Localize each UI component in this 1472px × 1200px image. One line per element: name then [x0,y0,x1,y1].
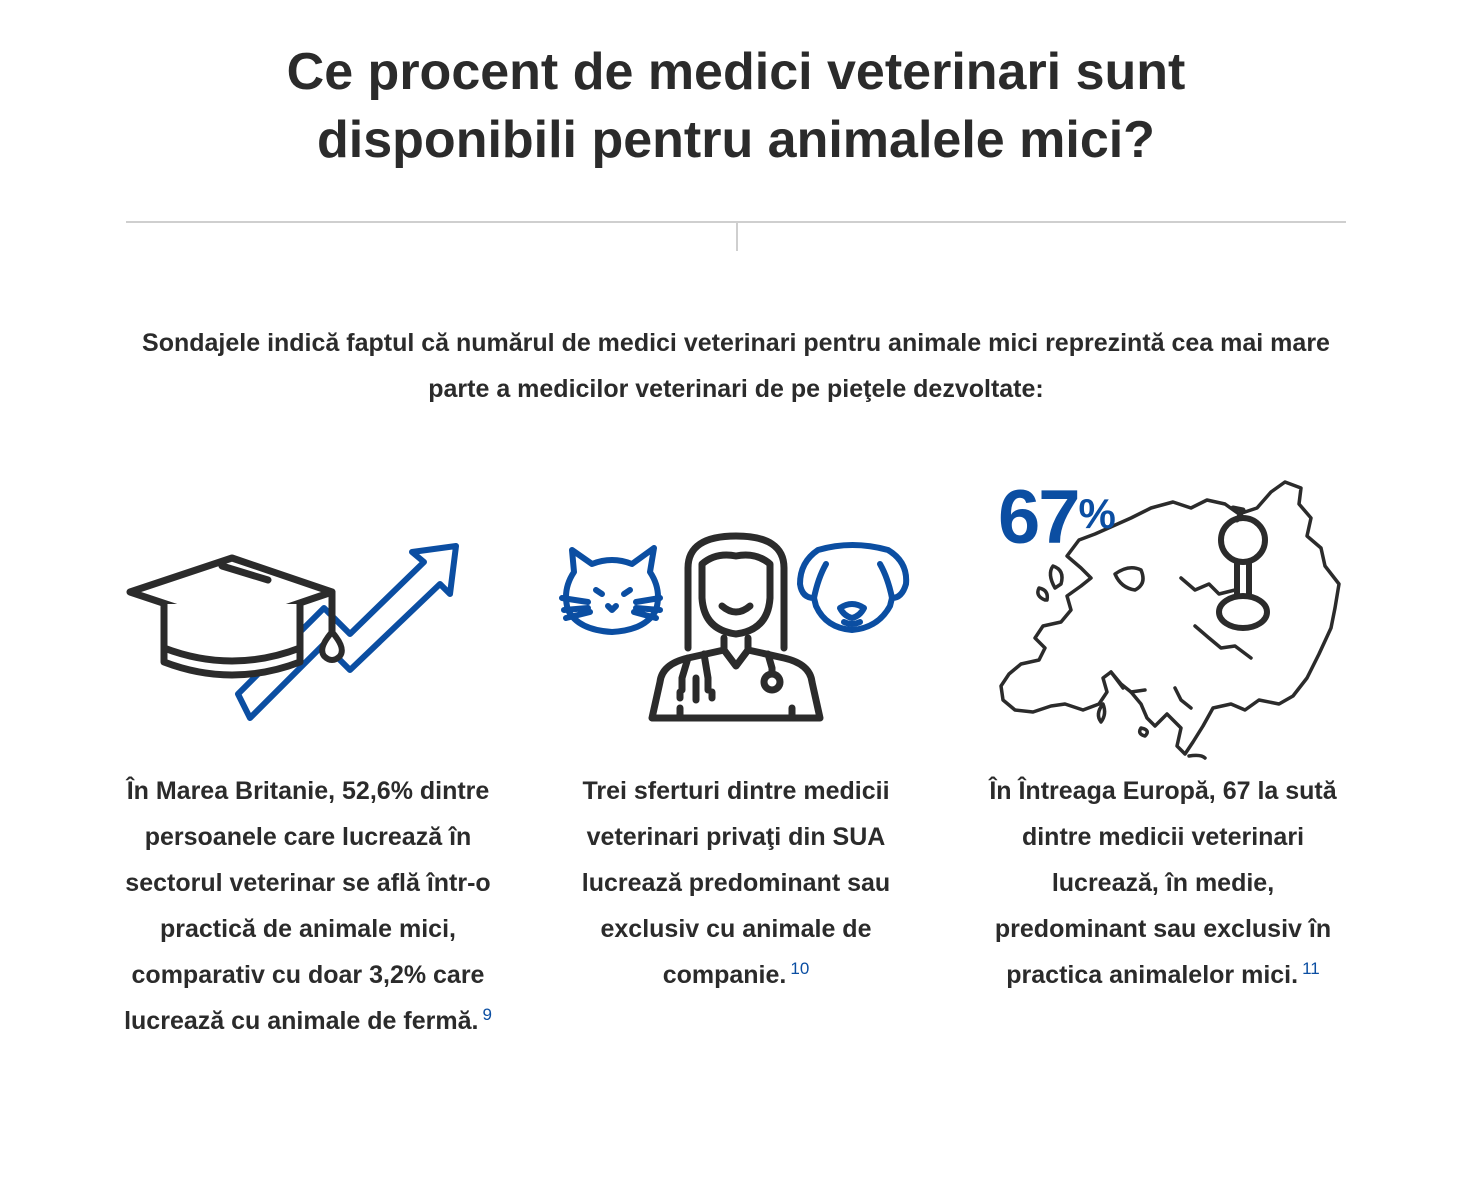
page-title: Ce procent de medici veterinari sunt dis… [0,38,1472,174]
page-title-line-2: disponibili pentru animalele mici? [317,111,1155,169]
intro-paragraph: Sondajele indică faptul că numărul de me… [142,329,1330,403]
stat-value: 67 [998,475,1081,560]
cat-icon [559,545,663,635]
column-2-body: Trei sferturi dintre medicii veterinari … [581,777,891,989]
page-title-line-1: Ce procent de medici veterinari sunt [286,43,1186,101]
stat-unit: % [1078,490,1116,537]
column-1-body: În Marea Britanie, 52,6% dintre persoane… [124,777,491,1035]
footnote-ref-9[interactable]: 9 [482,1004,492,1024]
veterinarian-cat-dog-icon [556,528,916,728]
graduation-cap-rising-arrow-icon [120,530,470,730]
column-2-text: Trei sferturi dintre medicii veterinari … [552,768,920,998]
footnote-ref-11[interactable]: 11 [1302,958,1320,978]
europe-map-pin-icon [995,478,1345,763]
stat-percentage: 67% [998,478,1116,558]
section-divider [126,221,1346,223]
column-3-body: În Întreaga Europă, 67 la sută dintre me… [989,777,1337,989]
veterinarian-figure-icon [648,532,824,722]
footnote-ref-10[interactable]: 10 [790,958,810,978]
divider-tick [736,223,738,251]
dog-icon [797,542,910,633]
column-1-text: În Marea Britanie, 52,6% dintre persoane… [120,768,496,1044]
map-pin-icon [1216,505,1270,631]
column-3-text: În Întreaga Europă, 67 la sută dintre me… [985,768,1341,998]
